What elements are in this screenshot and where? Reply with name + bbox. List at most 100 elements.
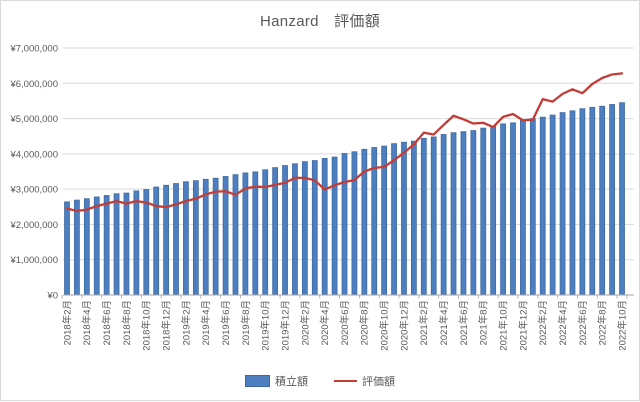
bar (143, 189, 150, 296)
x-axis-tick-label: 2020年6月 (339, 300, 351, 345)
value-line (65, 72, 624, 213)
bar (242, 172, 249, 296)
x-axis-tick-label: 2018年10月 (141, 300, 153, 351)
y-axis-tick-label: ¥0 (46, 291, 58, 302)
y-axis-tick-label: ¥6,000,000 (9, 79, 58, 90)
bar (559, 112, 566, 296)
bar (113, 193, 120, 296)
bar (500, 123, 506, 296)
bar (153, 186, 160, 296)
x-axis-tick-label: 2020年8月 (359, 300, 371, 345)
x-axis-tick-label: 2018年6月 (101, 300, 113, 345)
bar (450, 132, 457, 296)
y-axis-tick-label: ¥2,000,000 (9, 220, 58, 231)
bar (430, 136, 437, 296)
x-axis-tick-label: 2019年4月 (200, 300, 212, 345)
bar (440, 134, 447, 296)
bar (262, 169, 269, 296)
bar (529, 118, 536, 296)
bar (292, 163, 298, 296)
bar (212, 177, 219, 296)
x-axis-tick-label: 2022年2月 (537, 300, 549, 345)
y-axis-tick-label: ¥1,000,000 (9, 255, 58, 266)
bar (609, 104, 615, 296)
x-axis-tick-label: 2019年10月 (260, 300, 272, 351)
x-axis-tick-label: 2021年4月 (438, 300, 450, 345)
x-axis-tick-label: 2021年8月 (478, 300, 490, 345)
x-axis-tick-label: 2018年8月 (121, 300, 133, 345)
x-axis-tick-label: 2020年10月 (379, 300, 391, 351)
bar (520, 119, 526, 296)
bar (549, 114, 556, 296)
bar (103, 195, 110, 296)
bar (301, 161, 308, 296)
bar (401, 141, 407, 296)
bar (272, 167, 279, 296)
bar (579, 108, 586, 296)
line-series-swatch-icon (334, 380, 357, 382)
x-axis-tick-label: 2022年4月 (557, 300, 569, 345)
bar (420, 137, 427, 296)
bar (510, 122, 516, 296)
x-axis-tick-label: 2018年12月 (161, 300, 173, 351)
bar (64, 201, 70, 296)
legend-label-bar-series: 積立額 (275, 376, 308, 388)
bar (381, 145, 388, 296)
x-axis-tick-label: 2021年2月 (418, 300, 430, 345)
bar (173, 183, 179, 296)
x-axis-tick-label: 2018年2月 (61, 300, 73, 345)
bar (123, 192, 130, 296)
bar (589, 106, 596, 296)
x-axis-tick-label: 2022年10月 (616, 300, 628, 351)
bar (460, 131, 467, 296)
bar (341, 153, 348, 296)
bar (321, 158, 328, 296)
bar (331, 156, 338, 296)
x-axis-tick-label: 2022年6月 (577, 300, 589, 345)
bar (252, 171, 259, 296)
x-axis-tick-label: 2022年8月 (597, 300, 609, 345)
x-axis-tick-label: 2019年2月 (180, 300, 192, 345)
bar (411, 140, 417, 296)
bar (351, 151, 358, 296)
y-axis-tick-label: ¥5,000,000 (9, 114, 58, 125)
x-axis-tick-label: 2020年12月 (398, 300, 410, 351)
x-axis-tick-label: 2021年12月 (517, 300, 529, 351)
bar (282, 165, 288, 296)
bar (599, 105, 606, 296)
chart-legend: 積立額 評価額 (1, 373, 639, 389)
bar (569, 110, 576, 296)
x-axis-tick-label: 2019年8月 (240, 300, 252, 345)
bar (222, 176, 229, 296)
x-axis-tick-label: 2021年10月 (497, 300, 509, 351)
legend-item-line-series: 評価額 (334, 373, 395, 389)
bar (490, 125, 497, 296)
bar (183, 181, 189, 296)
x-axis-tick-label: 2018年4月 (81, 300, 93, 345)
y-axis-tick-label: ¥7,000,000 (9, 44, 58, 55)
legend-label-line-series: 評価額 (362, 376, 395, 388)
bar (202, 178, 209, 296)
y-axis-tick-label: ¥3,000,000 (9, 185, 58, 196)
bar (539, 116, 546, 296)
bar (133, 190, 140, 296)
bar (74, 199, 80, 296)
x-axis-tick-label: 2019年12月 (279, 300, 291, 351)
bar (83, 198, 90, 296)
bar (470, 130, 477, 296)
x-axis-tick-label: 2019年6月 (220, 300, 232, 345)
bar (480, 127, 487, 296)
bar (391, 143, 397, 296)
bar (163, 184, 169, 296)
x-axis-tick-label: 2021年6月 (458, 300, 470, 345)
chart-title: Hanzard 評価額 (260, 13, 380, 30)
bar (93, 196, 100, 296)
x-axis-tick-label: 2020年2月 (299, 300, 311, 345)
bar-series-swatch-icon (245, 375, 270, 387)
legend-item-bar-series: 積立額 (245, 373, 308, 389)
x-axis-tick-label: 2020年4月 (319, 300, 331, 345)
y-axis-tick-label: ¥4,000,000 (9, 149, 58, 160)
bar (619, 102, 625, 296)
